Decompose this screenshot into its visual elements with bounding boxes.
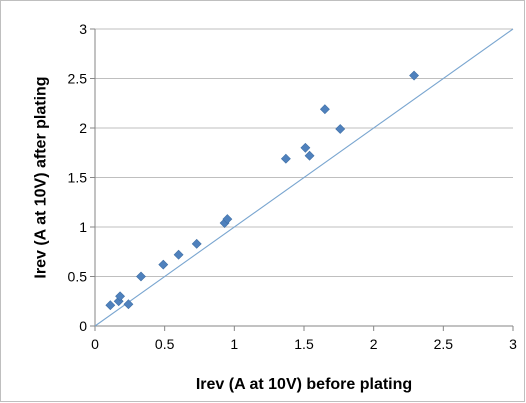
y-tick-label: 2: [79, 120, 87, 136]
x-tick-label: 2.5: [434, 336, 454, 352]
data-point: [300, 142, 311, 153]
data-points: [105, 70, 419, 311]
data-point: [136, 271, 146, 282]
x-tick-label: 3: [509, 336, 517, 352]
y-tick-labels: 0 0.5 1 1.5 2 2.5 3: [68, 21, 88, 334]
data-point: [123, 299, 134, 310]
y-tick-label: 3: [79, 21, 87, 37]
data-point: [191, 238, 202, 249]
data-point: [113, 296, 124, 307]
data-point: [280, 153, 291, 164]
y-tick-label: 1: [79, 219, 87, 235]
axes: [90, 28, 514, 331]
data-point: [158, 259, 169, 270]
data-point: [319, 104, 330, 115]
gridlines: [95, 28, 513, 277]
data-point: [105, 300, 116, 311]
x-tick-label: 1: [230, 336, 238, 352]
reference-line: [94, 28, 514, 327]
data-point: [115, 291, 126, 302]
data-point: [335, 124, 346, 134]
data-point: [409, 70, 419, 81]
x-tick-label: 1.5: [294, 336, 314, 352]
y-tick-label: 0: [79, 318, 87, 334]
data-point: [304, 150, 315, 161]
x-tick-label: 0.5: [155, 336, 175, 352]
reference-line-group: [94, 28, 514, 327]
y-axis-title: Irev (A at 10V) after plating: [33, 76, 50, 278]
y-tick-label: 0.5: [68, 269, 88, 285]
y-tick-label: 2.5: [68, 71, 88, 87]
data-point: [173, 249, 184, 260]
x-tick-labels: 0 0.5 1 1.5 2 2.5 3: [91, 336, 517, 352]
x-axis-title: Irev (A at 10V) before plating: [196, 376, 412, 393]
x-tick-label: 0: [91, 336, 99, 352]
data-point: [222, 214, 233, 225]
y-tick-label: 1.5: [68, 170, 88, 186]
x-tick-label: 2: [370, 336, 378, 352]
